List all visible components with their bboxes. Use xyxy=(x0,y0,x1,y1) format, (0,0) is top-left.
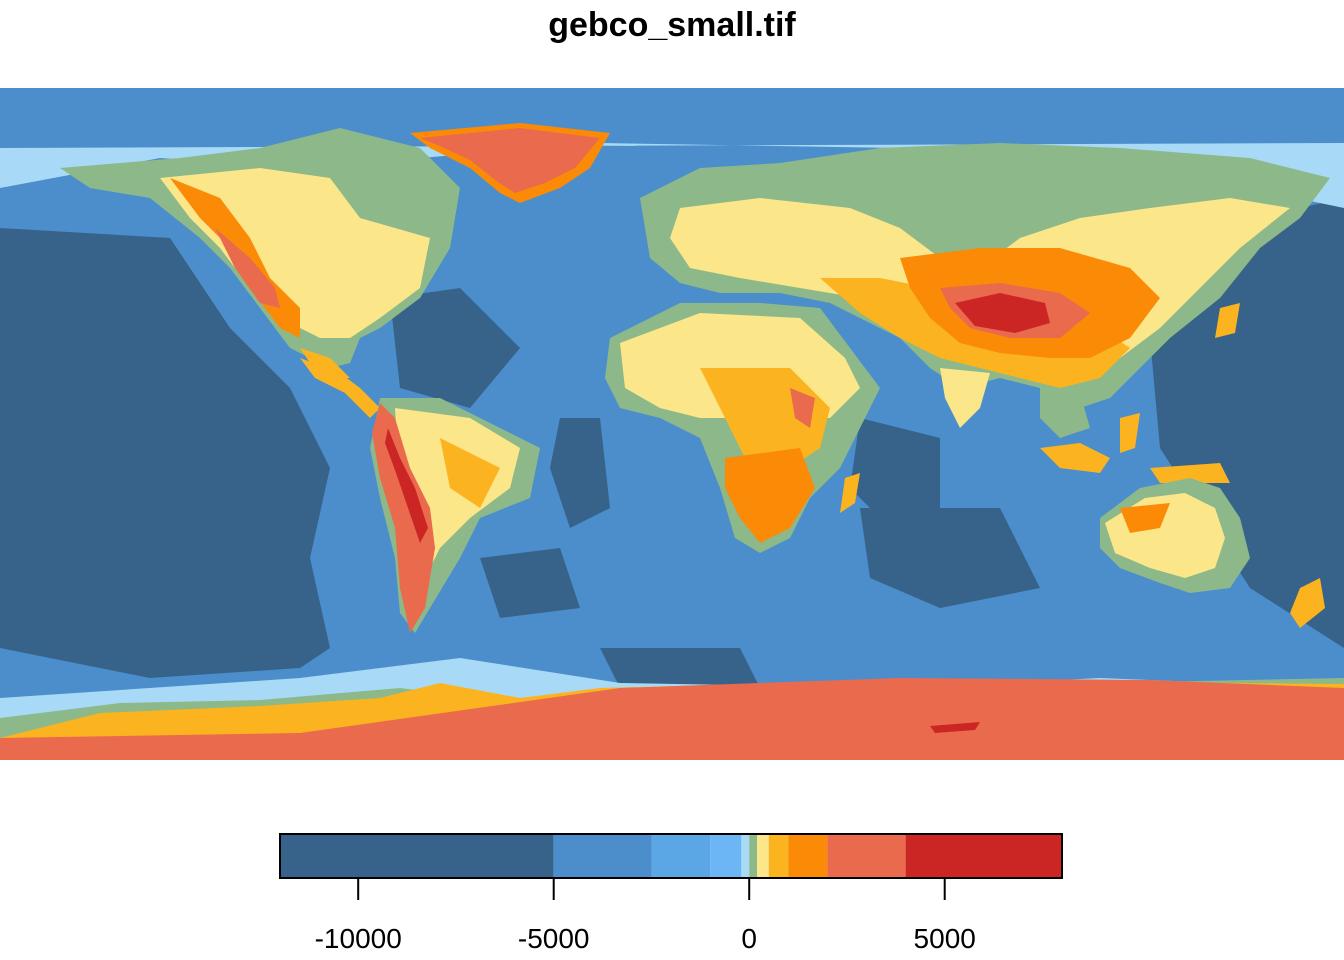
deep-ocean-basins xyxy=(0,198,1344,688)
greenland xyxy=(410,123,610,203)
australia xyxy=(1100,478,1250,593)
legend-tick-label: 5000 xyxy=(914,923,976,954)
legend-tick-label: -10000 xyxy=(315,923,402,954)
asia-islands xyxy=(1040,303,1240,483)
map-title: gebco_small.tif xyxy=(548,6,796,44)
color-legend: -10000 -5000 0 5000 xyxy=(279,833,1063,954)
eurasia xyxy=(640,143,1330,438)
legend-tick-label: -5000 xyxy=(518,923,590,954)
legend-swatch xyxy=(788,834,828,878)
legend-bar xyxy=(279,833,1063,879)
legend-swatch xyxy=(768,834,789,878)
legend-swatch xyxy=(741,834,750,878)
new-zealand xyxy=(1290,578,1325,628)
central-america xyxy=(300,358,380,418)
legend-swatch xyxy=(553,834,652,878)
legend-border xyxy=(279,833,1063,879)
legend-swatch xyxy=(749,834,758,878)
legend-swatch xyxy=(280,834,554,878)
madagascar xyxy=(840,473,860,513)
legend-swatch xyxy=(905,834,1062,878)
legend-swatch xyxy=(757,834,769,878)
antarctica xyxy=(0,678,1344,760)
legend-tick-label: 0 xyxy=(741,923,757,954)
legend-swatch xyxy=(827,834,906,878)
africa xyxy=(605,303,880,553)
legend-swatch xyxy=(710,834,742,878)
legend-ticks: -10000 -5000 0 5000 xyxy=(315,878,976,954)
south-america xyxy=(370,398,540,633)
north-america xyxy=(60,128,460,378)
legend-swatch xyxy=(651,834,711,878)
arctic-band xyxy=(0,88,1344,112)
elevation-map xyxy=(0,88,1344,760)
